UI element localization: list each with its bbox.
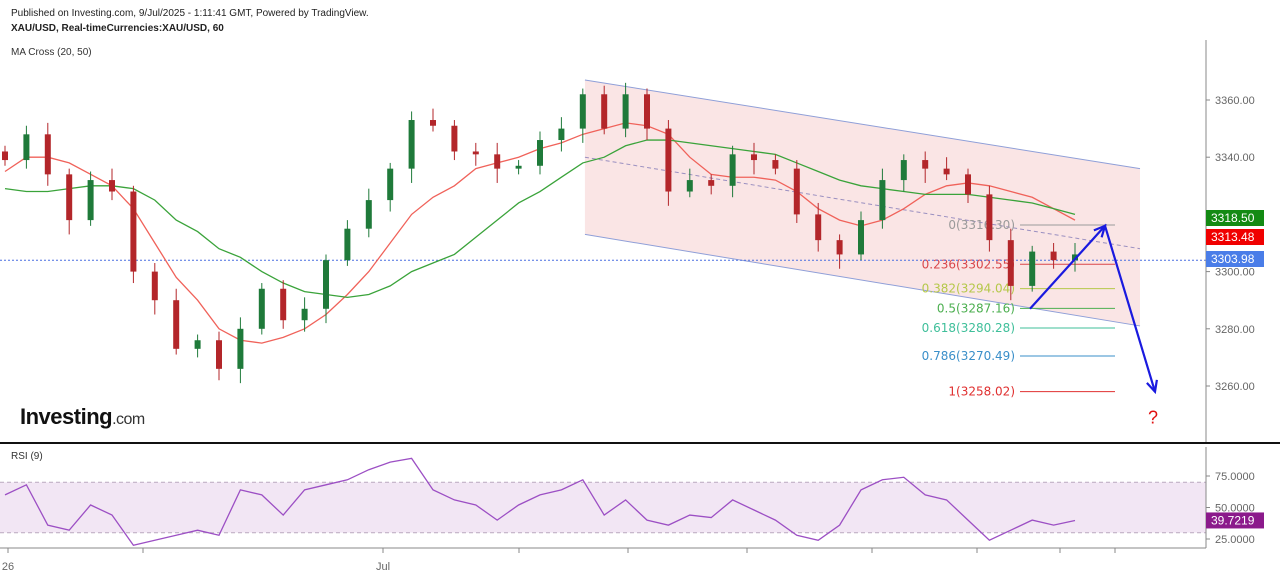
fib-level-label: 0.618(3280.28) — [922, 321, 1015, 335]
candle-up — [23, 134, 30, 161]
candle-down — [793, 168, 800, 215]
candle-down — [173, 300, 180, 349]
price-tick-label: 3300.00 — [1215, 267, 1255, 279]
candle-down — [772, 160, 779, 169]
price-tick-label: 3340.00 — [1215, 152, 1255, 164]
question-mark: ? — [1148, 408, 1158, 428]
candle-down — [965, 174, 971, 195]
price-tick-label: 3360.00 — [1215, 95, 1255, 107]
rsi-band-fill — [0, 482, 1206, 533]
rsi-tick-label: 50.0000 — [1215, 503, 1255, 515]
candle-up — [900, 160, 907, 181]
time-tick-label: 26 — [2, 561, 14, 573]
candle-down — [66, 174, 73, 221]
candle-up — [194, 340, 201, 349]
ma50-line — [4, 139, 1076, 298]
candle-down — [451, 125, 458, 152]
candle-up — [858, 220, 864, 255]
candle-down — [151, 271, 158, 301]
candle-down — [44, 134, 51, 175]
candle-down — [130, 191, 137, 272]
candle-down — [1007, 240, 1014, 286]
candle-up — [87, 180, 94, 221]
candle-down — [494, 154, 501, 169]
candle-up — [622, 94, 629, 129]
fib-level-label: 0.5(3287.16) — [937, 301, 1015, 315]
candle-down — [708, 180, 715, 186]
symbol-title: XAU/USD, Real-timeCurrencies:XAU/USD, 60 — [11, 23, 224, 34]
investing-logo: Investing.com — [20, 404, 145, 429]
candle-up — [686, 180, 693, 192]
candle-down — [815, 214, 822, 241]
candle-down — [665, 128, 672, 192]
candle-up — [537, 140, 543, 166]
candle-up — [1029, 251, 1036, 286]
arrow-head-down-icon — [1146, 379, 1158, 395]
time-tick-label: Jul — [376, 561, 390, 573]
channel-upper-line — [584, 79, 1141, 170]
candle-up — [258, 288, 265, 329]
price-label-text: 3318.50 — [1211, 211, 1255, 225]
price-label-badge — [1206, 210, 1264, 226]
candle-down — [943, 168, 950, 175]
price-label-text: 3303.98 — [1211, 252, 1255, 266]
candle-up — [365, 200, 372, 229]
rsi-tick-label: 75.0000 — [1215, 471, 1255, 483]
rsi-line — [4, 457, 1076, 547]
fib-level-label: 1(3258.02) — [948, 385, 1015, 399]
price-tick-label: 3260.00 — [1215, 381, 1255, 393]
candle-down — [216, 340, 222, 369]
candle-up — [408, 120, 415, 169]
candle-up — [1072, 254, 1078, 261]
candle-up — [237, 328, 244, 369]
candle-down — [986, 194, 993, 241]
rsi-tick-label: 25.0000 — [1215, 534, 1255, 546]
price-label-badge — [1206, 251, 1264, 267]
price-tick-label: 3280.00 — [1215, 324, 1255, 336]
candle-down — [644, 94, 650, 129]
candle-down — [430, 120, 436, 126]
candle-up — [344, 228, 351, 261]
candle-up — [301, 308, 308, 321]
candle-down — [836, 240, 843, 255]
channel-mid-line — [584, 156, 1141, 250]
fib-level-label: 0.382(3294.04) — [922, 282, 1015, 296]
candle-down — [2, 151, 8, 161]
candle-down — [280, 288, 287, 321]
candle-up — [879, 180, 886, 221]
fib-level-label: 0(3316.30) — [948, 218, 1015, 232]
candle-up — [579, 94, 586, 129]
candle-up — [387, 168, 394, 201]
candle-down — [472, 151, 479, 155]
channel-lower-line — [584, 233, 1141, 327]
ma-cross-label: MA Cross (20, 50) — [11, 47, 92, 58]
rsi-label: RSI (9) — [11, 451, 43, 462]
arrow-head-up-icon — [1093, 223, 1107, 238]
price-label-badge — [1206, 229, 1264, 245]
fib-level-label: 0.786(3270.49) — [922, 349, 1015, 363]
published-info: Published on Investing.com, 9/Jul/2025 -… — [11, 8, 369, 19]
rsi-value-badge — [1206, 512, 1264, 529]
candle-up — [729, 154, 736, 186]
candle-down — [922, 160, 929, 169]
candle-up — [515, 165, 522, 169]
candle-down — [1050, 251, 1057, 261]
fib-level-label: 0.236(3302.55) — [922, 257, 1015, 271]
candle-down — [601, 94, 608, 129]
candle-down — [751, 154, 757, 161]
candle-down — [109, 180, 115, 192]
rsi-value-text: 39.7219 — [1211, 513, 1255, 527]
candle-up — [558, 128, 565, 141]
price-label-text: 3313.48 — [1211, 230, 1255, 244]
candle-up — [323, 260, 329, 309]
